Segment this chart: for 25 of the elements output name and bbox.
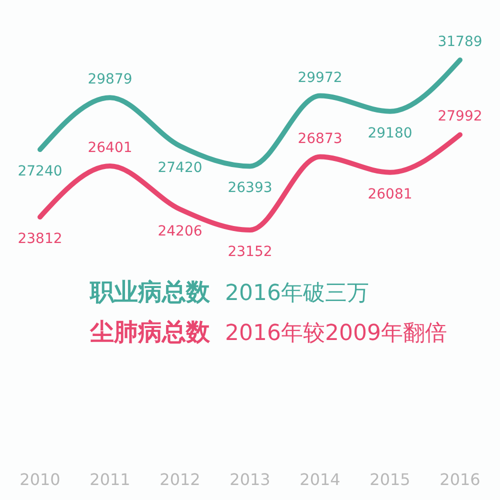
data-label: 27420 (158, 160, 202, 176)
data-label: 23812 (18, 231, 62, 248)
x-tick-label: 2016 (440, 470, 480, 489)
data-label: 29879 (88, 72, 132, 88)
data-label: 26081 (368, 186, 412, 202)
x-tick-label: 2013 (230, 470, 270, 489)
text: 职业病总数 (89, 278, 211, 306)
text: 尘肺病总数 (89, 318, 211, 346)
data-label: 27992 (438, 108, 482, 125)
data-label: 26393 (228, 180, 272, 196)
data-label: 24206 (158, 223, 202, 240)
data-label: 27240 (18, 164, 62, 180)
data-label: 26873 (298, 130, 342, 147)
text: 2016年较2009年翻倍 (225, 321, 447, 346)
data-label: 23152 (228, 244, 272, 260)
x-tick-label: 2014 (300, 470, 340, 489)
x-tick-label: 2012 (160, 470, 200, 489)
x-tick-label: 2015 (370, 470, 410, 489)
text: 2016年破三万 (225, 281, 369, 306)
data-label: 29180 (368, 125, 412, 142)
data-label: 26401 (88, 140, 132, 156)
x-tick-label: 2011 (90, 470, 130, 489)
data-label: 31789 (438, 34, 482, 50)
x-tick-label: 2010 (20, 470, 60, 489)
data-label: 29972 (298, 70, 342, 86)
